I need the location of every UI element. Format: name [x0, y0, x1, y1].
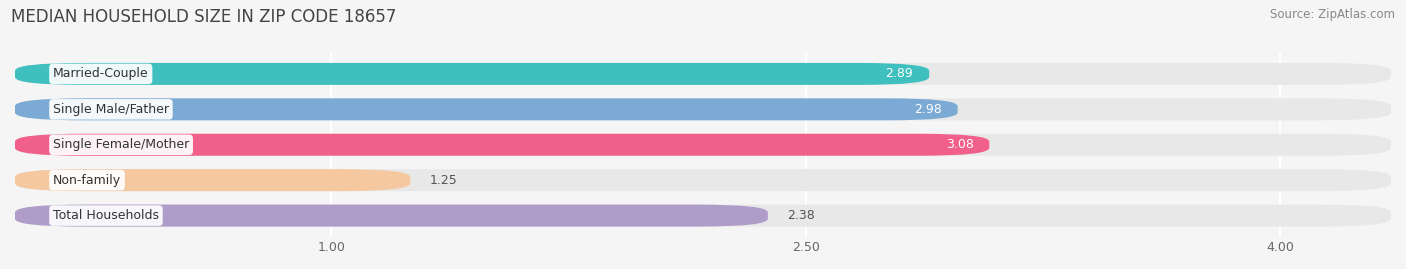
Text: Single Male/Father: Single Male/Father: [53, 103, 169, 116]
FancyBboxPatch shape: [15, 205, 768, 226]
FancyBboxPatch shape: [15, 205, 1391, 226]
Text: Source: ZipAtlas.com: Source: ZipAtlas.com: [1270, 8, 1395, 21]
Text: 2.89: 2.89: [886, 68, 914, 80]
FancyBboxPatch shape: [15, 98, 1391, 120]
FancyBboxPatch shape: [15, 169, 1391, 191]
Text: Non-family: Non-family: [53, 174, 121, 187]
FancyBboxPatch shape: [15, 169, 411, 191]
Text: Single Female/Mother: Single Female/Mother: [53, 138, 190, 151]
Text: 2.98: 2.98: [914, 103, 942, 116]
Text: 3.08: 3.08: [946, 138, 973, 151]
FancyBboxPatch shape: [15, 63, 1391, 85]
Text: 2.38: 2.38: [787, 209, 814, 222]
Text: Total Households: Total Households: [53, 209, 159, 222]
Text: Married-Couple: Married-Couple: [53, 68, 149, 80]
Text: MEDIAN HOUSEHOLD SIZE IN ZIP CODE 18657: MEDIAN HOUSEHOLD SIZE IN ZIP CODE 18657: [11, 8, 396, 26]
FancyBboxPatch shape: [15, 134, 1391, 156]
FancyBboxPatch shape: [15, 134, 990, 156]
Text: 1.25: 1.25: [429, 174, 457, 187]
FancyBboxPatch shape: [15, 63, 929, 85]
FancyBboxPatch shape: [15, 98, 957, 120]
